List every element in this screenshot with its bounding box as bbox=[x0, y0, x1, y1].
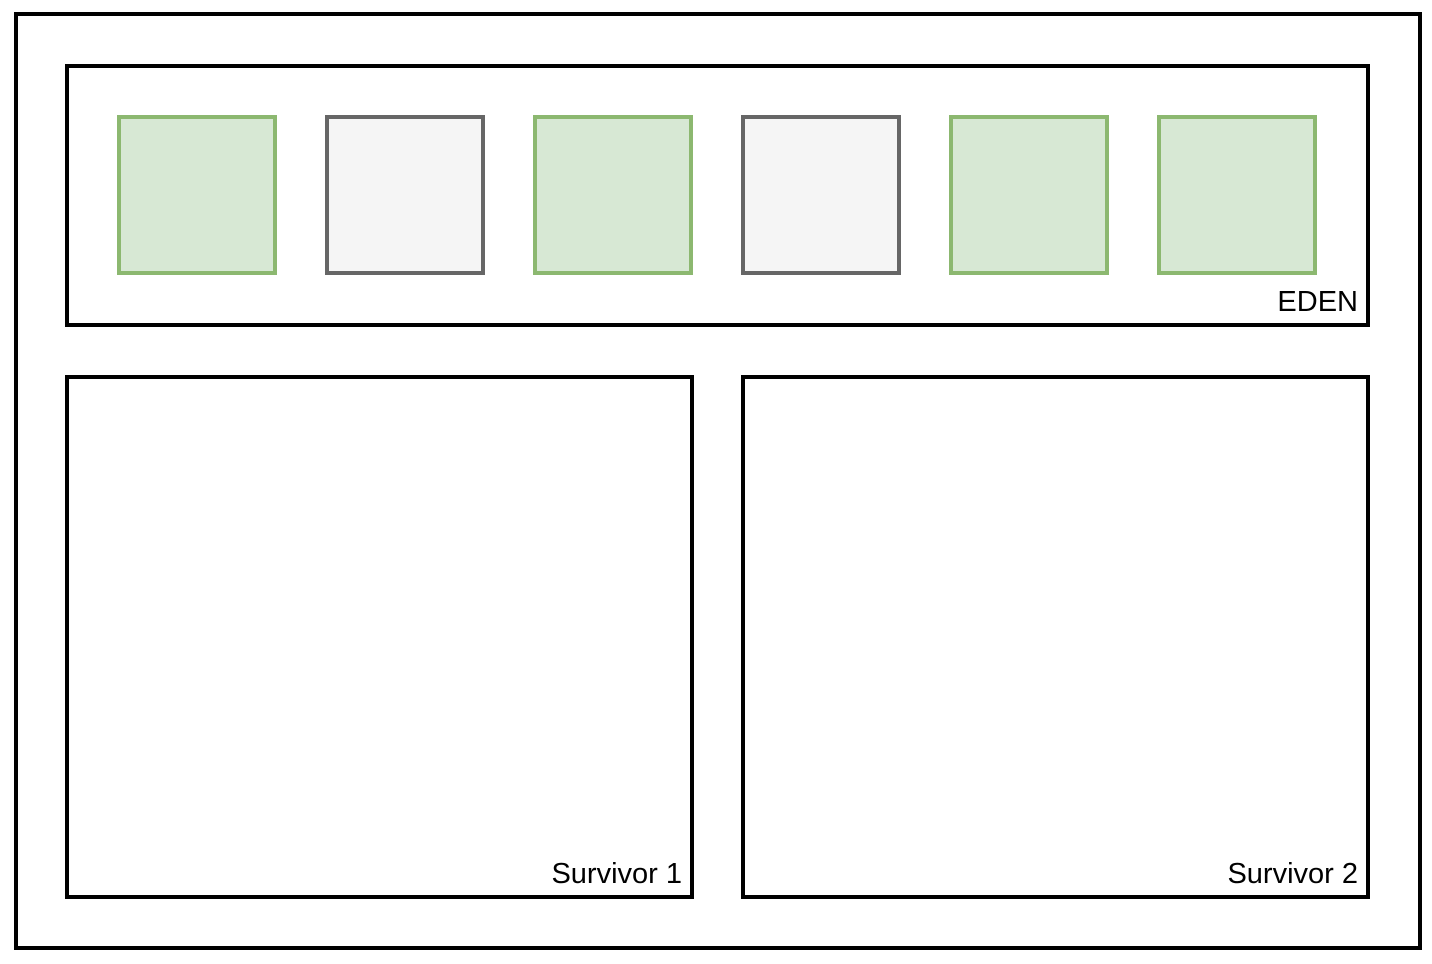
eden-object bbox=[117, 115, 277, 275]
survivor-1-region: Survivor 1 bbox=[65, 375, 694, 899]
eden-region: EDEN bbox=[65, 64, 1370, 327]
eden-object bbox=[325, 115, 485, 275]
eden-label: EDEN bbox=[1277, 286, 1358, 318]
eden-object bbox=[741, 115, 901, 275]
eden-object bbox=[1157, 115, 1317, 275]
eden-object bbox=[533, 115, 693, 275]
survivor-2-label: Survivor 2 bbox=[1227, 858, 1358, 890]
survivor-1-label: Survivor 1 bbox=[551, 858, 682, 890]
eden-object bbox=[949, 115, 1109, 275]
survivor-2-region: Survivor 2 bbox=[741, 375, 1370, 899]
